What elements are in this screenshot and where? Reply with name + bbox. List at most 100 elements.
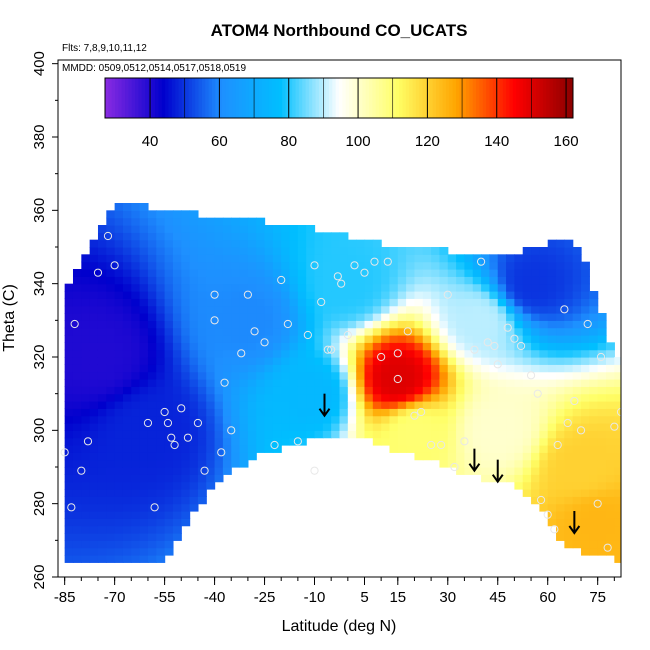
heatmap-cell — [189, 313, 199, 321]
heatmap-cell — [564, 525, 574, 534]
heatmap-cell — [156, 489, 166, 497]
heatmap-cell — [131, 401, 141, 409]
heatmap-cell — [256, 393, 266, 402]
heatmap-cell — [72, 283, 82, 292]
heatmap-cell — [447, 320, 457, 329]
heatmap-cell — [464, 327, 474, 336]
heatmap-cell — [464, 445, 474, 453]
sample-point — [403, 327, 412, 336]
heatmap-cell — [139, 489, 149, 497]
heatmap-cell — [264, 445, 274, 453]
colorbar-swatch — [429, 78, 434, 118]
heatmap-cell — [139, 261, 149, 270]
heatmap-cell — [97, 401, 107, 409]
heatmap-cell — [522, 247, 532, 255]
sample-point — [60, 448, 69, 457]
heatmap-cell — [556, 533, 565, 541]
heatmap-cell — [231, 291, 241, 299]
heatmap-cell — [614, 371, 621, 380]
heatmap-cell — [589, 349, 599, 358]
sample-point — [237, 349, 246, 358]
heatmap-cell — [389, 445, 399, 453]
heatmap-cell — [556, 408, 565, 417]
heatmap-cell — [206, 335, 216, 343]
heatmap-cell — [239, 445, 249, 453]
heatmap-cell — [372, 261, 382, 270]
heatmap-cell — [164, 386, 174, 395]
sample-point — [163, 418, 173, 428]
heatmap-cell — [156, 269, 166, 277]
heatmap-cell — [514, 283, 524, 292]
heatmap-cell — [81, 335, 91, 343]
colorbar-swatch — [131, 78, 136, 118]
heatmap-cell — [389, 386, 399, 395]
heatmap-cell — [156, 210, 166, 219]
heatmap-cell — [122, 445, 132, 453]
heatmap-cell — [206, 474, 216, 483]
heatmap-cell — [572, 320, 582, 329]
heatmap-cell — [189, 210, 199, 219]
heatmap-cell — [339, 283, 349, 292]
heatmap-cell — [64, 540, 74, 549]
heatmap-cell — [472, 445, 482, 453]
heatmap-cell — [422, 342, 432, 351]
heatmap-cell — [264, 261, 274, 270]
heatmap-cell — [272, 225, 282, 233]
heatmap-cell — [147, 481, 157, 490]
heatmap-cell — [431, 269, 441, 277]
heatmap-cell — [72, 511, 82, 519]
heatmap-cell — [89, 320, 99, 329]
heatmap-cell — [172, 393, 182, 402]
heatmap-cell — [422, 357, 432, 365]
heatmap-cell — [139, 379, 149, 387]
heatmap-cell — [514, 459, 524, 468]
heatmap-cell — [547, 276, 557, 285]
heatmap-cell — [247, 452, 257, 461]
heatmap-cell — [222, 459, 232, 468]
heatmap-cell — [581, 408, 590, 417]
colorbar-swatch — [339, 78, 343, 118]
colorbar-swatch — [215, 78, 220, 118]
heatmap-cell — [414, 261, 424, 270]
heatmap-cell — [281, 342, 291, 351]
heatmap-cell — [131, 533, 141, 541]
colorbar-swatch — [285, 78, 290, 118]
heatmap-cell — [122, 423, 132, 431]
heatmap-cell — [564, 313, 574, 321]
heatmap-cell — [222, 217, 232, 226]
heatmap-cell — [72, 379, 82, 387]
heatmap-cell — [331, 415, 341, 424]
colorbar-swatch — [332, 78, 337, 118]
heatmap-cell — [247, 313, 257, 321]
heatmap-cell — [439, 423, 449, 431]
heatmap-cell — [64, 291, 74, 299]
heatmap-cell — [431, 430, 441, 439]
heatmap-cell — [314, 349, 324, 358]
heatmap-cell — [564, 269, 574, 277]
heatmap-cell — [581, 349, 590, 358]
colorbar-swatch — [509, 78, 514, 118]
heatmap-cell — [331, 327, 341, 336]
heatmap-cell — [481, 364, 491, 373]
heatmap-cell — [181, 210, 191, 219]
sample-point — [310, 466, 319, 475]
heatmap-cell — [406, 342, 416, 351]
heatmap-cell — [289, 327, 299, 336]
heatmap-cell — [239, 269, 249, 277]
heatmap-cell — [489, 349, 499, 358]
colorbar-swatch — [115, 78, 119, 118]
heatmap-cell — [147, 445, 157, 453]
x-tick-label: 30 — [439, 589, 456, 606]
heatmap-cell — [306, 379, 316, 387]
heatmap-cell — [114, 247, 124, 255]
heatmap-cell — [547, 437, 557, 446]
heatmap-cell — [164, 261, 174, 270]
heatmap-cell — [122, 547, 132, 556]
heatmap-cell — [464, 283, 474, 292]
heatmap-cell — [189, 269, 199, 277]
heatmap-cell — [89, 349, 99, 358]
heatmap-cell — [172, 430, 182, 439]
heatmap-cell — [64, 364, 74, 373]
heatmap-cell — [364, 276, 374, 285]
heatmap-cell — [364, 386, 374, 395]
